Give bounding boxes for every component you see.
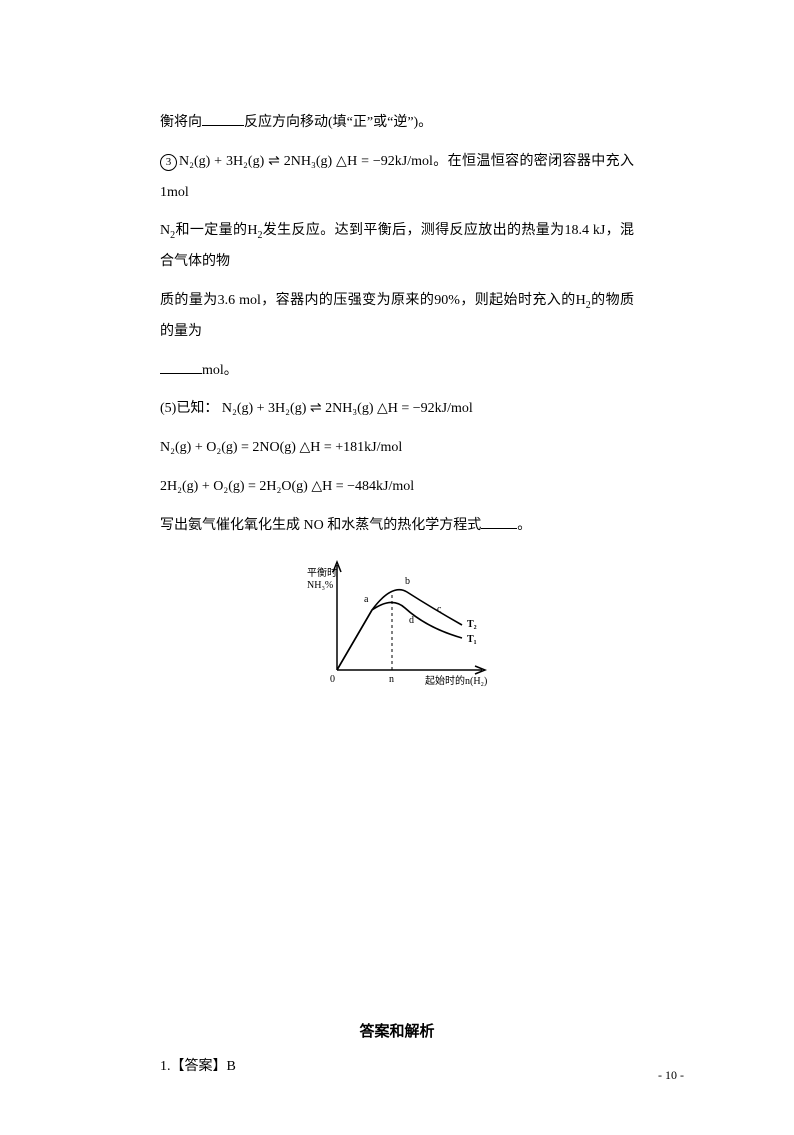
paragraph-4: 质的量为3.6 mol，容器内的压强变为原来的90%，则起始时充入的H2的物质的…	[160, 286, 634, 348]
paragraph-9: 写出氨气催化氧化生成 NO 和水蒸气的热化学方程式 。	[160, 511, 634, 542]
text: 衡将向	[160, 115, 202, 130]
paragraph-1: 衡将向反应方向移动(填“正”或“逆”)。	[160, 108, 634, 139]
text: 已知：	[176, 401, 218, 416]
chart-line-t2: T₂	[467, 619, 477, 630]
paragraph-2: 3N₂(g) + 3H₂(g) ⇌ 2NH₃(g) △H = −92kJ/mol…	[160, 147, 634, 209]
text: 发生反应。达到平衡后，测得反应放出的热量为	[262, 223, 564, 238]
paragraph-6: (5)已知： N₂(g) + 3H₂(g) ⇌ 2NH₃(g) △H = −92…	[160, 394, 634, 425]
blank-fill	[202, 111, 244, 126]
text: 。	[418, 115, 432, 130]
equation: N₂(g) + 3H₂(g) ⇌ 2NH₃(g) △H = −92kJ/mol	[222, 401, 473, 416]
chart-line-t1: T₁	[467, 634, 477, 645]
chart-origin: 0	[330, 674, 335, 685]
equilibrium-chart: 平衡时 NH₃% 0 n 起始时的n(H₂) a b c d T₂ T₁	[297, 550, 497, 695]
chart-container: 平衡时 NH₃% 0 n 起始时的n(H₂) a b c d T₂ T₁	[160, 550, 634, 700]
chart-tick-n: n	[389, 674, 394, 685]
equation: N₂(g) + 3H₂(g) ⇌ 2NH₃(g) △H = −92kJ/mol	[179, 154, 433, 169]
text: ，则起始时充入的	[460, 293, 576, 308]
chart-label-a: a	[364, 594, 369, 605]
blank-fill	[481, 514, 517, 529]
text: mol，容器内的压强变为原来的	[235, 293, 434, 308]
text: mol。	[202, 363, 238, 378]
text: 写出氨气催化氧化生成 NO 和水蒸气的热化学方程式	[160, 518, 481, 533]
page-number: - 10 -	[658, 1068, 684, 1083]
chart-label-d: d	[409, 615, 414, 626]
text: H	[247, 223, 257, 238]
paragraph-8: 2H₂(g) + O₂(g) = 2H₂O(g) △H = −484kJ/mol	[160, 472, 634, 503]
text: 质的量为	[160, 293, 218, 308]
chart-ylabel-top: 平衡时	[307, 567, 337, 579]
text: (5)	[160, 401, 176, 416]
text: 和一定量的	[175, 223, 247, 238]
chart-label-b: b	[405, 576, 410, 587]
answer-section-title: 答案和解析	[160, 1020, 634, 1041]
value: 3.6	[218, 293, 236, 308]
value: 90%	[434, 293, 460, 308]
paragraph-7: N₂(g) + O₂(g) = 2NO(g) △H = +181kJ/mol	[160, 433, 634, 464]
chart-xlabel: 起始时的n(H₂)	[425, 674, 487, 687]
chart-ylabel-bot: NH₃%	[307, 580, 333, 591]
text: 反应方向移动	[244, 115, 328, 130]
circled-number: 3	[160, 154, 177, 171]
text: H	[576, 293, 586, 308]
paragraph-5: mol。	[160, 356, 634, 387]
blank-fill	[160, 359, 202, 374]
equation: N₂(g) + O₂(g) = 2NO(g) △H = +181kJ/mol	[160, 440, 402, 455]
paragraph-3: N2和一定量的H2发生反应。达到平衡后，测得反应放出的热量为18.4 kJ，混合…	[160, 216, 634, 278]
chart-label-c: c	[437, 604, 442, 615]
equation: 2H₂(g) + O₂(g) = 2H₂O(g) △H = −484kJ/mol	[160, 479, 414, 494]
text: N	[160, 223, 170, 238]
text: 填“正”或“逆”	[333, 115, 414, 130]
value: 18.4	[564, 223, 589, 238]
text: 。	[517, 518, 531, 533]
answer-item-1: 1.【答案】B	[160, 1055, 634, 1075]
